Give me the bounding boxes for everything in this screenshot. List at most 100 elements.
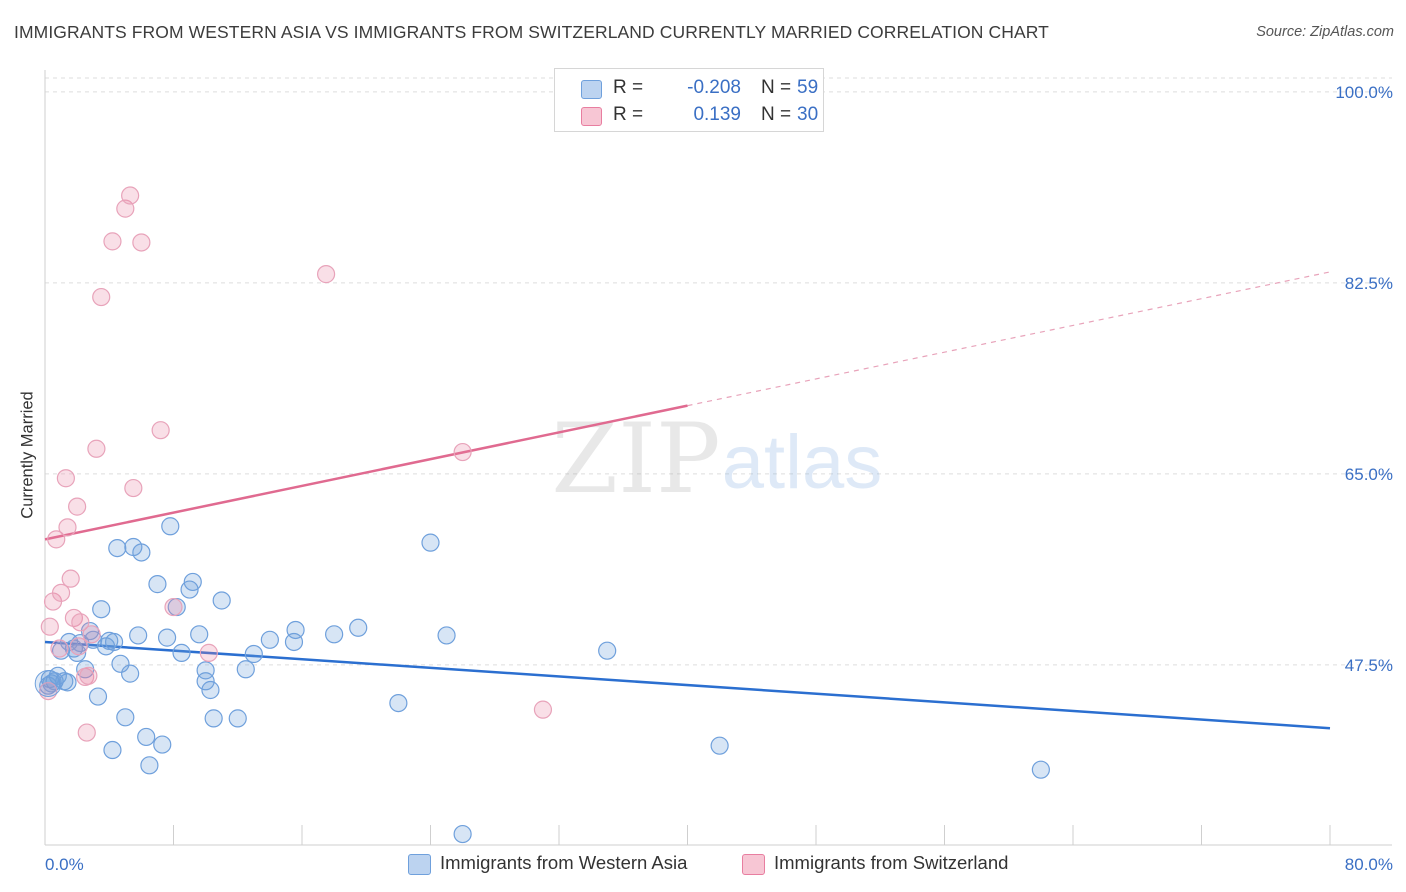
point-western-asia bbox=[421, 533, 440, 552]
point-western-asia bbox=[183, 572, 202, 592]
point-western-asia bbox=[58, 673, 77, 692]
point-switzerland bbox=[61, 569, 80, 588]
point-switzerland bbox=[164, 597, 183, 617]
point-switzerland bbox=[453, 442, 472, 462]
watermark: ZIP atlas bbox=[551, 403, 882, 515]
point-switzerland bbox=[68, 497, 87, 516]
point-switzerland bbox=[47, 530, 66, 549]
point-switzerland bbox=[199, 643, 218, 662]
y-tick-label: 65.0% bbox=[1345, 465, 1393, 484]
point-western-asia bbox=[236, 660, 255, 679]
point-western-asia bbox=[153, 735, 172, 754]
n-label: N = bbox=[761, 104, 792, 125]
y-tick-label: 100.0% bbox=[1335, 83, 1393, 102]
y-tick-label: 82.5% bbox=[1345, 274, 1393, 293]
n-value: 30 bbox=[797, 104, 819, 125]
point-switzerland bbox=[92, 287, 111, 307]
point-western-asia bbox=[437, 626, 456, 645]
point-western-asia bbox=[140, 756, 159, 775]
point-western-asia bbox=[453, 824, 472, 844]
point-western-asia bbox=[286, 620, 305, 640]
source-label: Source: ZipAtlas.com bbox=[1256, 24, 1394, 40]
point-western-asia bbox=[116, 708, 135, 727]
point-western-asia bbox=[108, 538, 127, 558]
point-western-asia bbox=[157, 628, 177, 647]
data-points bbox=[34, 186, 1050, 844]
legend-swatch-blue bbox=[408, 854, 431, 875]
point-western-asia bbox=[121, 664, 140, 683]
point-switzerland bbox=[121, 186, 140, 205]
point-western-asia bbox=[710, 736, 729, 755]
point-western-asia bbox=[212, 591, 231, 610]
n-value: 59 bbox=[797, 77, 819, 98]
point-western-asia bbox=[103, 740, 122, 760]
n-label: N = bbox=[761, 77, 792, 98]
point-western-asia bbox=[111, 654, 130, 673]
point-switzerland bbox=[103, 232, 122, 251]
stats-legend: R = -0.208 N = 59 R = 0.139 N = 30 bbox=[554, 68, 824, 132]
point-switzerland bbox=[50, 639, 69, 658]
point-western-asia bbox=[196, 672, 215, 691]
legend-swatch-pink bbox=[742, 854, 765, 875]
point-switzerland bbox=[71, 613, 90, 632]
r-label: R = bbox=[613, 77, 644, 98]
point-western-asia bbox=[204, 709, 223, 728]
point-western-asia bbox=[68, 643, 87, 662]
legend-swatch-blue bbox=[581, 80, 602, 99]
legend-swatch-pink bbox=[581, 107, 602, 126]
point-western-asia bbox=[137, 727, 156, 747]
r-value: -0.208 bbox=[687, 77, 741, 98]
x-tick-label: 80.0% bbox=[1345, 855, 1393, 874]
point-western-asia bbox=[325, 625, 344, 644]
point-switzerland bbox=[58, 518, 77, 537]
point-switzerland bbox=[56, 469, 75, 488]
r-label: R = bbox=[613, 104, 644, 125]
point-switzerland bbox=[124, 478, 143, 498]
trend-line-western-asia bbox=[44, 640, 1331, 730]
chart-title: IMMIGRANTS FROM WESTERN ASIA VS IMMIGRAN… bbox=[14, 22, 1049, 42]
point-switzerland bbox=[132, 233, 151, 252]
point-western-asia bbox=[104, 632, 124, 652]
legend-label: Immigrants from Western Asia bbox=[440, 852, 688, 873]
point-switzerland bbox=[79, 666, 98, 685]
x-tick-label: 0.0% bbox=[45, 855, 84, 874]
point-western-asia bbox=[228, 709, 247, 728]
point-western-asia bbox=[598, 641, 617, 660]
point-western-asia bbox=[161, 517, 180, 536]
trend-line-switzerland bbox=[44, 404, 688, 541]
point-western-asia bbox=[39, 676, 58, 695]
point-western-asia bbox=[349, 618, 368, 637]
r-value: 0.139 bbox=[693, 104, 741, 125]
axes bbox=[44, 70, 1392, 846]
grid-lines bbox=[45, 77, 1392, 666]
point-switzerland bbox=[51, 583, 71, 602]
legend-label: Immigrants from Switzerland bbox=[774, 852, 1009, 873]
point-switzerland bbox=[77, 723, 96, 742]
point-western-asia bbox=[1031, 760, 1050, 779]
tick-labels: 47.5% 65.0% 82.5% 100.0% 0.0% 80.0% bbox=[45, 83, 1393, 874]
point-western-asia bbox=[196, 661, 215, 680]
point-switzerland bbox=[316, 265, 336, 284]
point-switzerland bbox=[87, 439, 106, 458]
point-switzerland bbox=[69, 637, 88, 656]
point-western-asia bbox=[244, 644, 263, 664]
trend-line-switzerland-extension bbox=[687, 271, 1331, 407]
point-western-asia bbox=[129, 626, 148, 645]
point-western-asia bbox=[92, 600, 111, 619]
point-western-asia bbox=[260, 630, 279, 649]
point-western-asia bbox=[190, 625, 209, 644]
y-tick-label: 47.5% bbox=[1345, 656, 1393, 675]
trend-lines bbox=[44, 271, 1331, 730]
point-western-asia bbox=[132, 543, 151, 562]
watermark-atlas: atlas bbox=[722, 420, 883, 505]
point-switzerland bbox=[82, 625, 101, 644]
point-western-asia bbox=[172, 643, 191, 662]
point-western-asia bbox=[389, 693, 408, 713]
point-western-asia bbox=[148, 575, 167, 594]
point-western-asia bbox=[201, 680, 220, 700]
point-switzerland bbox=[40, 617, 59, 636]
point-western-asia bbox=[88, 687, 108, 706]
series-legend: Immigrants from Western Asia Immigrants … bbox=[0, 852, 1406, 878]
watermark-zip: ZIP bbox=[551, 403, 720, 515]
